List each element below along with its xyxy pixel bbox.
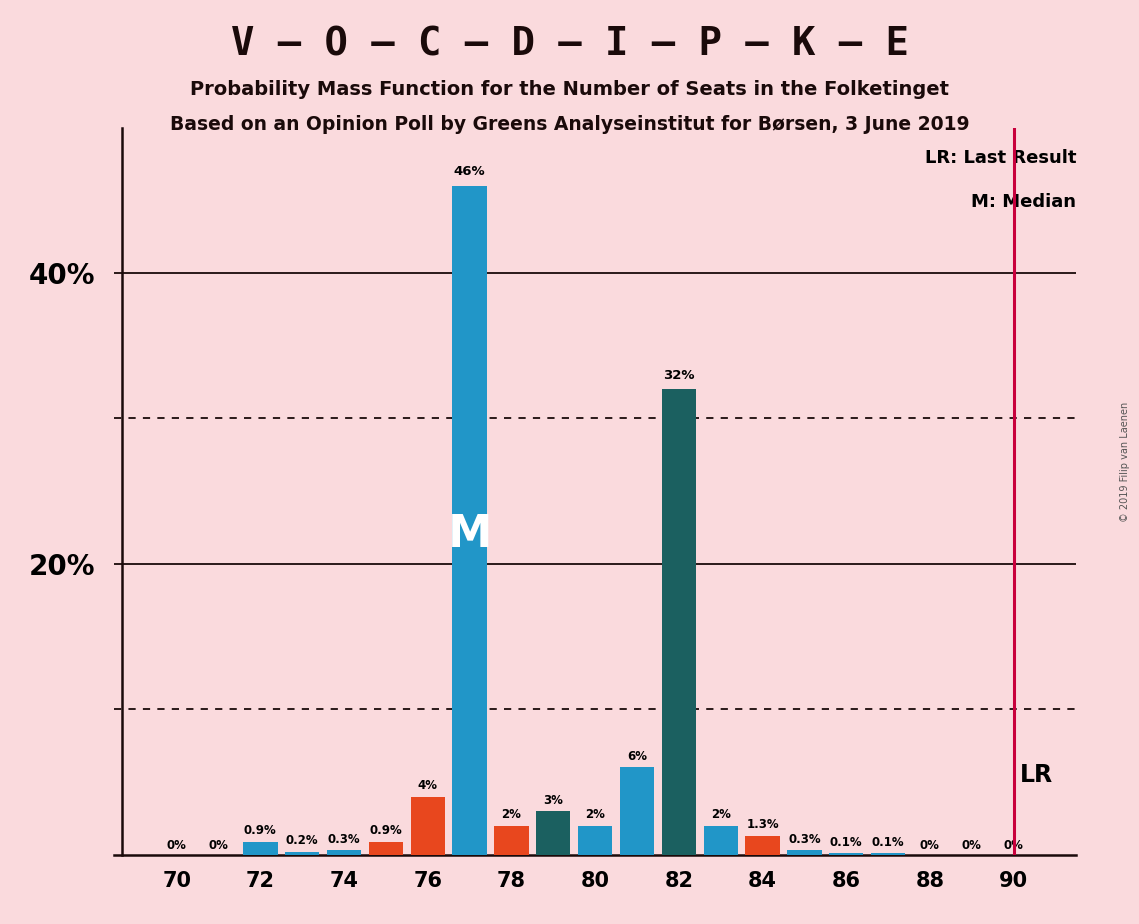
Text: V – O – C – D – I – P – K – E: V – O – C – D – I – P – K – E: [230, 26, 909, 64]
Text: LR: Last Result: LR: Last Result: [925, 150, 1076, 167]
Bar: [285, 852, 319, 855]
Text: 32%: 32%: [663, 369, 695, 382]
Text: 46%: 46%: [453, 165, 485, 178]
Text: 0%: 0%: [166, 838, 187, 852]
Text: 0.1%: 0.1%: [871, 836, 904, 849]
Text: LR: LR: [1019, 762, 1052, 786]
Text: M: M: [448, 513, 492, 556]
Text: Probability Mass Function for the Number of Seats in the Folketinget: Probability Mass Function for the Number…: [190, 80, 949, 100]
Bar: [745, 836, 780, 855]
Bar: [662, 389, 696, 855]
Text: 0%: 0%: [920, 838, 940, 852]
Text: 3%: 3%: [543, 794, 563, 807]
Text: 2%: 2%: [585, 808, 605, 821]
Bar: [369, 842, 403, 855]
Text: 0.9%: 0.9%: [244, 824, 277, 837]
Bar: [704, 826, 738, 855]
Bar: [244, 842, 278, 855]
Text: 0.2%: 0.2%: [286, 834, 319, 847]
Bar: [577, 826, 613, 855]
Text: 0.3%: 0.3%: [328, 833, 360, 846]
Text: 0.3%: 0.3%: [788, 833, 821, 846]
Bar: [829, 853, 863, 855]
Text: 1.3%: 1.3%: [746, 819, 779, 832]
Text: 0%: 0%: [208, 838, 229, 852]
Bar: [410, 796, 445, 855]
Bar: [787, 850, 821, 855]
Bar: [620, 768, 654, 855]
Text: 0%: 0%: [961, 838, 982, 852]
Bar: [536, 811, 571, 855]
Text: © 2019 Filip van Laenen: © 2019 Filip van Laenen: [1121, 402, 1130, 522]
Text: 4%: 4%: [418, 779, 437, 792]
Text: 0%: 0%: [1003, 838, 1024, 852]
Text: 6%: 6%: [626, 750, 647, 763]
Bar: [494, 826, 528, 855]
Bar: [871, 853, 906, 855]
Text: 2%: 2%: [501, 808, 522, 821]
Text: M: Median: M: Median: [972, 193, 1076, 211]
Bar: [452, 186, 486, 855]
Text: 2%: 2%: [711, 808, 730, 821]
Text: Based on an Opinion Poll by Greens Analyseinstitut for Børsen, 3 June 2019: Based on an Opinion Poll by Greens Analy…: [170, 115, 969, 134]
Bar: [327, 850, 361, 855]
Text: 0.1%: 0.1%: [830, 836, 862, 849]
Text: 0.9%: 0.9%: [369, 824, 402, 837]
